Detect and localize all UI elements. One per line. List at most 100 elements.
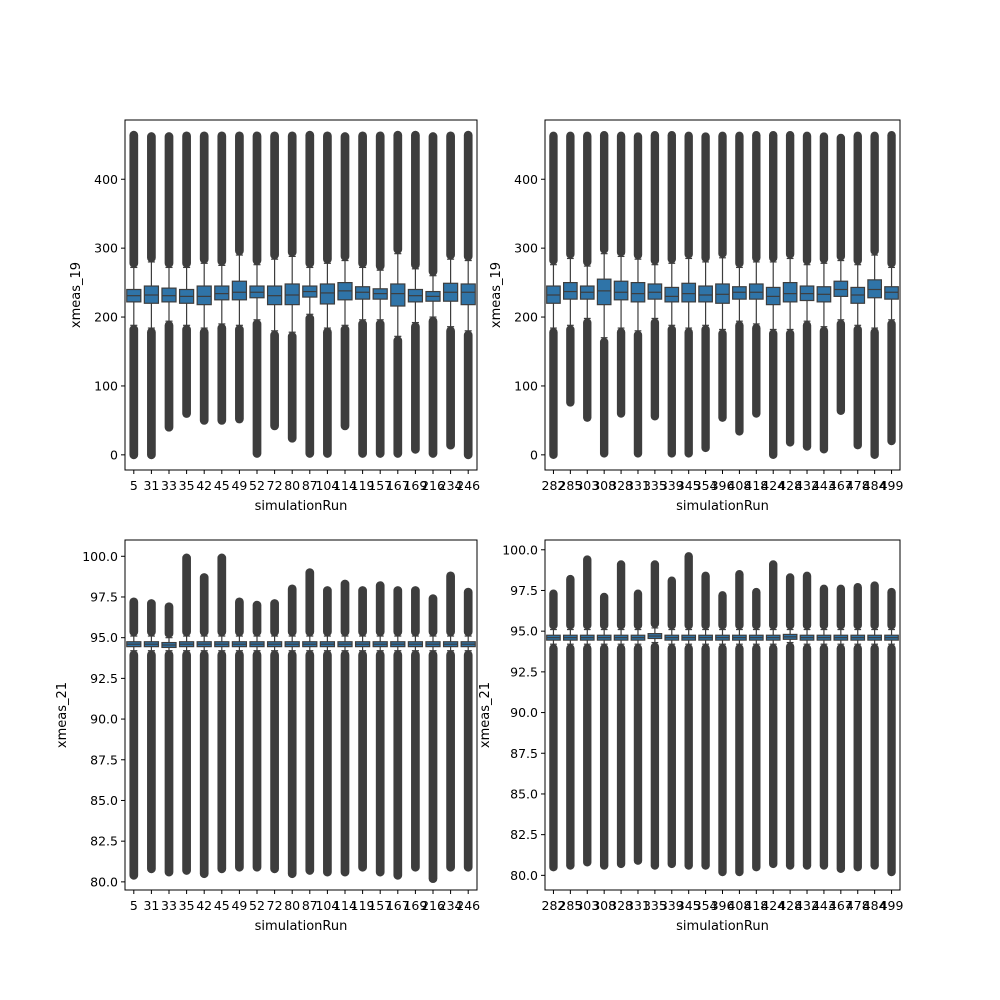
x-tick-label: 418 [744, 898, 768, 913]
y-tick-label: 100 [94, 378, 118, 393]
box-body [732, 286, 747, 300]
box-354 [698, 132, 713, 453]
x-tick-label: 478 [846, 898, 870, 913]
box-234 [442, 571, 459, 872]
x-tick-label: 72 [267, 478, 283, 493]
y-tick-label: 95.0 [90, 630, 118, 645]
y-tick-label: 82.5 [90, 834, 118, 849]
x-tick-label: 282 [542, 898, 566, 913]
x-tick-label: 49 [231, 478, 247, 493]
box-5 [126, 130, 142, 460]
x-tick-label: 331 [626, 898, 650, 913]
y-tick-label: 87.5 [510, 746, 538, 761]
box-119 [354, 131, 371, 458]
box-body [833, 280, 849, 297]
x-tick-label: 303 [575, 898, 599, 913]
x-tick-label: 52 [249, 898, 265, 913]
x-tick-label: 119 [351, 478, 375, 493]
x-tick-label: 282 [542, 478, 566, 493]
box-body [354, 286, 371, 300]
axes-frame [124, 119, 478, 471]
x-tick-label: 285 [558, 478, 582, 493]
x-tick-label: 246 [456, 898, 480, 913]
box-49 [231, 597, 248, 872]
box-484 [867, 131, 883, 460]
y-tick-label: 0 [530, 447, 538, 462]
box-418 [748, 587, 764, 872]
x-tick-label: 31 [143, 478, 159, 493]
x-tick-label: 354 [694, 478, 718, 493]
y-tick-label: 90.0 [90, 712, 118, 727]
box-body [748, 283, 764, 300]
box-body [664, 286, 680, 303]
box-104 [319, 131, 336, 458]
box-body [319, 283, 336, 305]
x-tick-label: 33 [161, 898, 177, 913]
x-tick-label: 396 [711, 478, 735, 493]
box-body [214, 285, 230, 301]
box-478 [850, 131, 866, 450]
subplot-bottom-right: 80.0 82.5 85.0 87.5 90.0 92.5 95.0 97.5 100.0 282… [478, 539, 904, 934]
x-tick-label: 339 [660, 898, 684, 913]
box-303 [579, 555, 595, 867]
box-467 [833, 584, 849, 874]
y-tick-label: 300 [94, 241, 118, 256]
box-114 [337, 132, 353, 431]
box-body [698, 285, 713, 303]
y-axis-label: xmeas_19 [489, 262, 504, 328]
x-tick-label: 35 [179, 898, 195, 913]
x-tick-label: 408 [727, 478, 751, 493]
box-246 [460, 130, 476, 460]
x-tick-label: 467 [829, 898, 853, 913]
x-tick-label: 424 [761, 478, 785, 493]
box-216 [425, 132, 441, 458]
x-tick-label: 432 [795, 898, 819, 913]
x-tick-label: 49 [231, 898, 247, 913]
box-443 [816, 132, 832, 454]
box-418 [748, 130, 764, 418]
y-tick-label: 87.5 [90, 752, 118, 767]
box-body [562, 281, 578, 300]
x-tick-label: 114 [333, 478, 357, 493]
box-body [231, 280, 248, 301]
box-body [196, 285, 212, 306]
box-484 [867, 581, 883, 870]
y-tick-label: 90.0 [510, 705, 538, 720]
box-428 [782, 573, 798, 870]
y-tick-label: 400 [514, 172, 538, 187]
box-body [613, 280, 629, 301]
x-tick-label: 335 [643, 898, 667, 913]
y-tick-label: 100 [514, 378, 538, 393]
x-tick-label: 35 [179, 478, 195, 493]
box-285 [562, 131, 578, 407]
x-tick-label: 42 [196, 478, 212, 493]
box-42 [196, 131, 212, 425]
box-119 [354, 586, 371, 872]
x-tick-label: 167 [386, 898, 410, 913]
x-tick-label: 114 [333, 898, 357, 913]
y-tick-label: 97.5 [510, 583, 538, 598]
box-104 [319, 586, 336, 877]
box-285 [562, 574, 578, 870]
box-body [782, 281, 798, 303]
subplot-bottom-left: 80.0 82.5 85.0 87.5 90.0 92.5 95.0 97.5 100.0 5 31… [55, 539, 480, 934]
box-body [867, 279, 883, 299]
x-tick-label: 308 [592, 898, 616, 913]
x-tick-label: 169 [403, 478, 427, 493]
x-tick-label: 443 [812, 898, 836, 913]
box-234 [442, 131, 459, 450]
x-axis-label: simulationRun [255, 499, 348, 514]
x-tick-label: 157 [368, 478, 392, 493]
y-tick-label: 200 [514, 310, 538, 325]
x-tick-label: 169 [403, 898, 427, 913]
box-354 [698, 571, 713, 870]
x-tick-label: 335 [643, 478, 667, 493]
box-308 [596, 592, 612, 870]
box-303 [579, 131, 595, 422]
box-246 [460, 587, 476, 872]
x-tick-label: 328 [609, 478, 633, 493]
x-axis-label: simulationRun [676, 499, 769, 514]
box-432 [799, 131, 815, 451]
x-tick-label: 484 [863, 898, 887, 913]
